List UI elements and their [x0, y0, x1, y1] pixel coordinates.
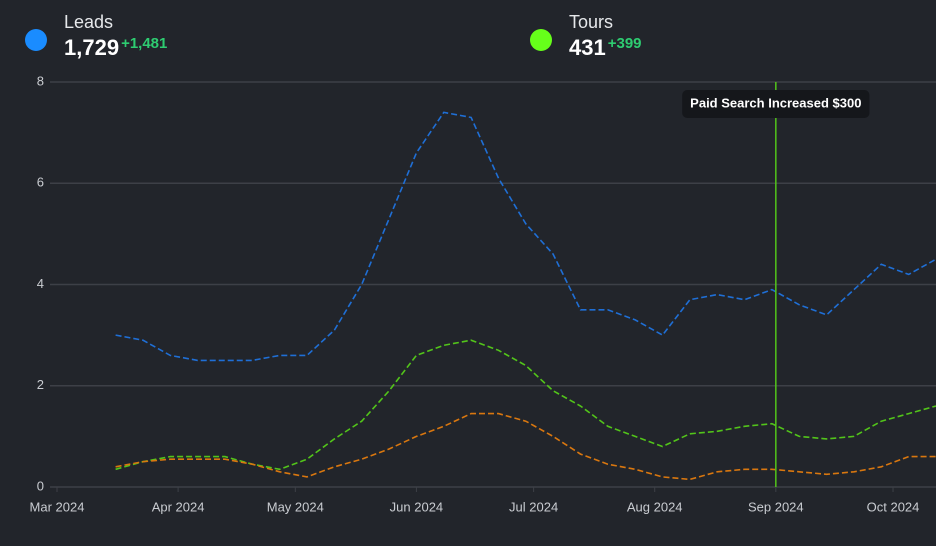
legend-total: 431 [569, 35, 606, 60]
x-tick-label: Apr 2024 [152, 499, 205, 514]
series-line [115, 412, 936, 481]
x-tick-label: Aug 2024 [627, 499, 683, 514]
series-line [115, 339, 936, 471]
legend-change: +399 [608, 35, 642, 52]
x-tick-label: Oct 2024 [867, 499, 920, 514]
y-tick-label: 4 [37, 276, 44, 291]
x-tick-label: Mar 2024 [30, 499, 85, 514]
legend-name: Tours [569, 12, 613, 32]
y-tick-label: 2 [37, 377, 44, 392]
annotation-box [682, 90, 870, 118]
legend-total: 1,729 [64, 35, 119, 60]
x-tick-label: Jun 2024 [390, 499, 444, 514]
legend-change: +1,481 [121, 35, 167, 52]
annotation-text: Paid Search Increased $300 [690, 95, 861, 110]
legend-dot [530, 29, 552, 51]
legend-dot [25, 29, 47, 51]
y-tick-label: 0 [37, 478, 44, 493]
x-tick-label: May 2024 [267, 499, 324, 514]
y-tick-label: 6 [37, 175, 44, 190]
y-tick-label: 8 [37, 73, 44, 88]
x-tick-label: Sep 2024 [748, 499, 804, 514]
legend-name: Leads [64, 12, 113, 32]
series-line [115, 111, 936, 362]
x-tick-label: Jul 2024 [509, 499, 558, 514]
